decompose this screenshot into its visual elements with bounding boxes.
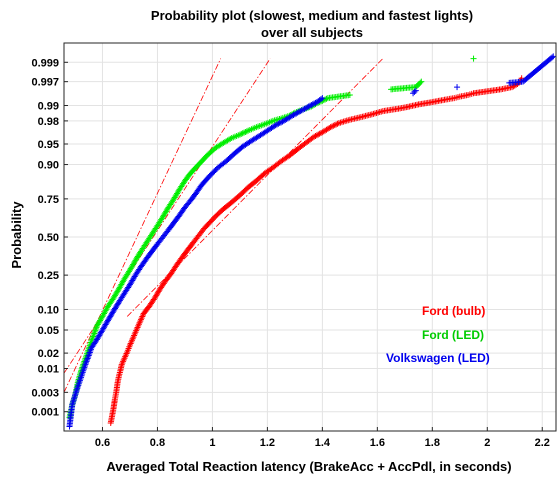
x-tick-label: 1.6 [370, 437, 385, 449]
data-point [308, 102, 315, 109]
y-tick-label: 0.01 [38, 364, 59, 376]
data-point [549, 54, 556, 61]
data-point [312, 132, 319, 139]
data-point [470, 55, 477, 62]
data-point [309, 101, 316, 108]
chart-title-line-1: Probability plot (slowest, medium and fa… [151, 8, 473, 23]
data-point [317, 96, 324, 103]
data-point [331, 122, 338, 129]
data-point [346, 91, 353, 98]
x-tick-label: 1.4 [315, 437, 331, 449]
data-point [328, 123, 335, 130]
data-point [307, 102, 313, 109]
x-tick-label: 0.6 [95, 437, 110, 449]
data-point [82, 359, 89, 366]
data-point [236, 131, 243, 138]
series-0 [107, 75, 525, 427]
y-tick-label: 0.75 [38, 194, 59, 206]
x-tick-label: 0.8 [150, 437, 165, 449]
y-tick-label: 0.90 [38, 160, 59, 172]
data-point [417, 79, 424, 86]
y-tick-label: 0.95 [38, 139, 59, 151]
x-axis-ticks: 0.6 0.8 1 1.2 1.4 1.6 1.8 2 2.2 [95, 427, 550, 449]
data-point [418, 78, 425, 85]
legend-entry-ford-bulb: Ford (bulb) [422, 304, 485, 318]
data-point [278, 119, 285, 126]
x-tick-label: 2 [484, 437, 490, 449]
data-point [90, 333, 97, 340]
y-tick-label: 0.001 [31, 407, 59, 419]
x-tick-label: 1.2 [260, 437, 275, 449]
y-tick-label: 0.99 [38, 100, 59, 112]
y-tick-label: 0.999 [31, 57, 59, 69]
data-point [410, 90, 417, 97]
data-point [305, 103, 312, 110]
grid [64, 43, 556, 431]
data-point [333, 121, 340, 128]
data-point [239, 130, 246, 137]
data-point [319, 95, 326, 102]
data-point [315, 131, 322, 138]
data-points [66, 53, 556, 430]
x-axis-label: Averaged Total Reaction latency (BrakeAc… [106, 459, 511, 474]
data-point [227, 135, 234, 142]
reference-line [64, 58, 222, 393]
data-point [243, 128, 250, 135]
data-point [323, 95, 330, 102]
data-point [327, 124, 334, 131]
y-axis-label: Probability [9, 201, 24, 269]
y-tick-label: 0.50 [38, 232, 59, 244]
data-point [311, 133, 318, 140]
y-tick-label: 0.98 [38, 116, 59, 128]
data-point [83, 358, 90, 365]
y-tick-label: 0.003 [31, 387, 59, 399]
legend-entry-volkswagen-led: Volkswagen (LED) [386, 351, 490, 365]
data-point [334, 120, 341, 127]
y-tick-label: 0.25 [38, 270, 59, 282]
data-point [272, 122, 279, 129]
data-point [85, 354, 92, 361]
data-point [90, 331, 97, 338]
data-point [241, 129, 248, 136]
data-point [313, 132, 320, 139]
data-point [411, 88, 418, 95]
y-tick-label: 0.10 [38, 304, 59, 316]
data-point [84, 356, 91, 363]
chart-title-line-2: over all subjects [261, 25, 363, 40]
data-point [276, 120, 283, 127]
x-tick-label: 1.8 [425, 437, 440, 449]
x-tick-label: 2.2 [535, 437, 550, 449]
data-point [89, 334, 96, 341]
x-tick-label: 1 [209, 437, 215, 449]
y-tick-label: 0.997 [31, 77, 59, 89]
data-point [274, 121, 281, 128]
y-tick-label: 0.05 [38, 325, 59, 337]
data-point [316, 130, 323, 137]
y-axis-ticks: 0.001 0.003 0.01 0.02 0.05 0.10 0.25 0.50 0.75 0.… [31, 57, 68, 419]
legend-entry-ford-led: Ford (LED) [422, 328, 484, 342]
series-2 [66, 53, 556, 430]
data-point [412, 87, 419, 94]
y-tick-label: 0.02 [38, 348, 59, 360]
data-point [311, 100, 318, 107]
data-point [238, 130, 245, 137]
data-point [242, 128, 249, 135]
data-point [330, 122, 337, 129]
legend: Ford (bulb) Ford (LED) Volkswagen (LED) [386, 304, 490, 365]
data-point [275, 120, 282, 127]
data-point [84, 355, 91, 362]
data-point [454, 84, 461, 91]
data-point [550, 53, 556, 60]
